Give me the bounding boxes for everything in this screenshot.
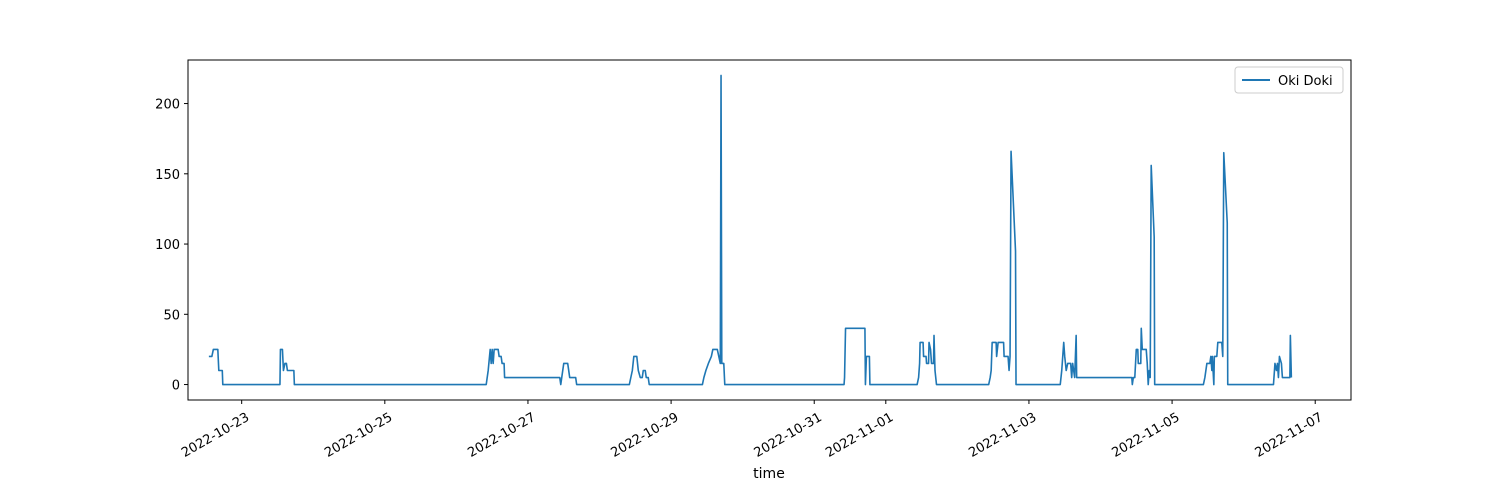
- x-axis-title: time: [753, 466, 785, 482]
- series-line-0: [208, 74, 1293, 386]
- y-tick-label: 200: [155, 98, 180, 113]
- legend-box: [1234, 66, 1344, 94]
- y-tick-label: 100: [155, 238, 180, 253]
- y-axis: 0 50 100 150 200: [155, 98, 188, 394]
- plot-frame: [187, 59, 1352, 401]
- legend-label: Oki Doki: [1278, 74, 1333, 89]
- y-tick-label: 150: [155, 168, 180, 183]
- legend: Oki Doki: [1234, 66, 1344, 94]
- y-tick-label: 50: [163, 308, 180, 323]
- y-tick-label: 0: [172, 379, 180, 394]
